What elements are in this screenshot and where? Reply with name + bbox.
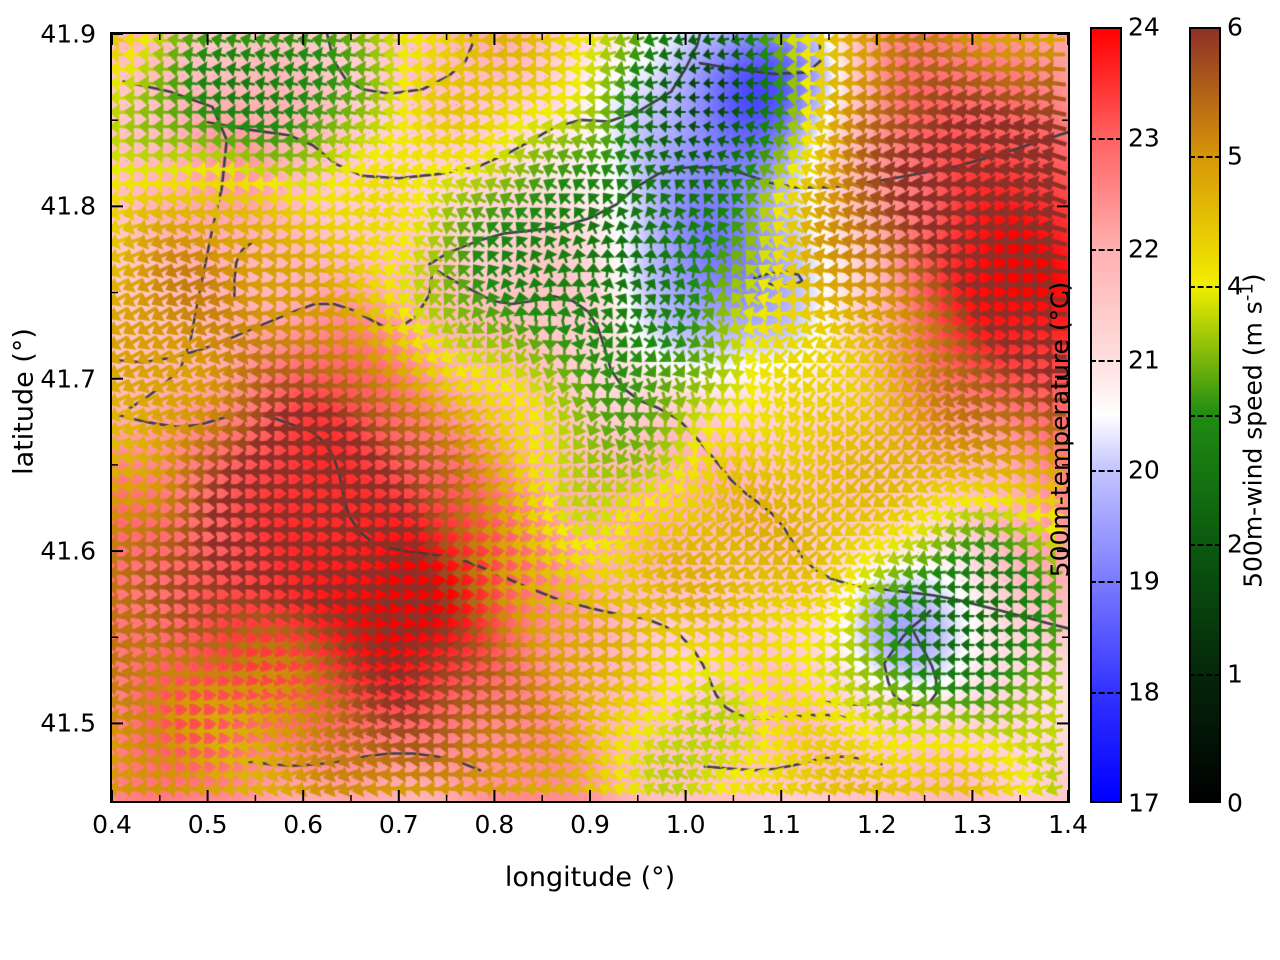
map-plot-area xyxy=(110,32,1070,803)
x-tick-label: 0.8 xyxy=(474,810,515,839)
colorbar-tick-label: 1 xyxy=(1227,659,1243,689)
y-tick-label: 41.5 xyxy=(40,708,96,738)
y-axis-title: latitude (°) xyxy=(8,328,40,475)
x-tick-label: 0.9 xyxy=(570,810,610,839)
wind-speed-colorbar-title: 500m-wind speed (m s-1) xyxy=(1236,161,1267,701)
colorbar-tick-label: 18 xyxy=(1128,677,1160,707)
wind-title-exponent: -1 xyxy=(1236,283,1258,302)
temperature-colorbar xyxy=(1090,27,1122,803)
wind-speed-colorbar xyxy=(1189,27,1221,803)
x-tick-label: 0.4 xyxy=(92,810,132,839)
colorbar-tick-label: 3 xyxy=(1227,400,1243,430)
x-tick-label: 0.5 xyxy=(187,810,228,839)
temperature-colorbar-title: 500m-temperature (°C) xyxy=(1045,281,1075,578)
colorbar-tick-label: 22 xyxy=(1128,234,1160,264)
colorbar-tick-label: 6 xyxy=(1227,12,1243,42)
colorbar-tick-label: 19 xyxy=(1128,566,1160,596)
x-tick-label: 1.3 xyxy=(952,810,993,839)
y-tick-label: 41.8 xyxy=(40,191,96,221)
colorbar-tick-label: 17 xyxy=(1128,788,1160,818)
colorbar-tick-label: 20 xyxy=(1128,455,1160,485)
y-tick-label: 41.6 xyxy=(40,536,96,566)
x-tick-label: 0.6 xyxy=(283,810,324,839)
wind-temperature-field xyxy=(112,34,1068,801)
colorbar-tick-label: 2 xyxy=(1227,529,1243,559)
x-tick-label: 0.7 xyxy=(378,810,419,839)
colorbar-tick-label: 5 xyxy=(1227,141,1243,171)
colorbar-tick-label: 4 xyxy=(1227,271,1243,301)
y-tick-label: 41.7 xyxy=(40,364,96,394)
x-axis-title: longitude (°) xyxy=(504,862,676,893)
colorbar-tick-label: 0 xyxy=(1227,788,1243,818)
x-tick-label: 1.1 xyxy=(761,810,802,839)
x-tick-label: 1.0 xyxy=(665,810,706,839)
y-tick-label: 41.9 xyxy=(40,19,96,49)
colorbar-tick-label: 23 xyxy=(1128,123,1160,153)
wind-title-tail: ) xyxy=(1238,273,1268,284)
x-tick-label: 1.4 xyxy=(1048,810,1088,839)
wind-title-main: 500m-wind speed (m s xyxy=(1238,301,1268,588)
x-tick-label: 1.2 xyxy=(856,810,897,839)
colorbar-tick-label: 24 xyxy=(1128,12,1160,42)
colorbar-tick-label: 21 xyxy=(1128,345,1160,375)
